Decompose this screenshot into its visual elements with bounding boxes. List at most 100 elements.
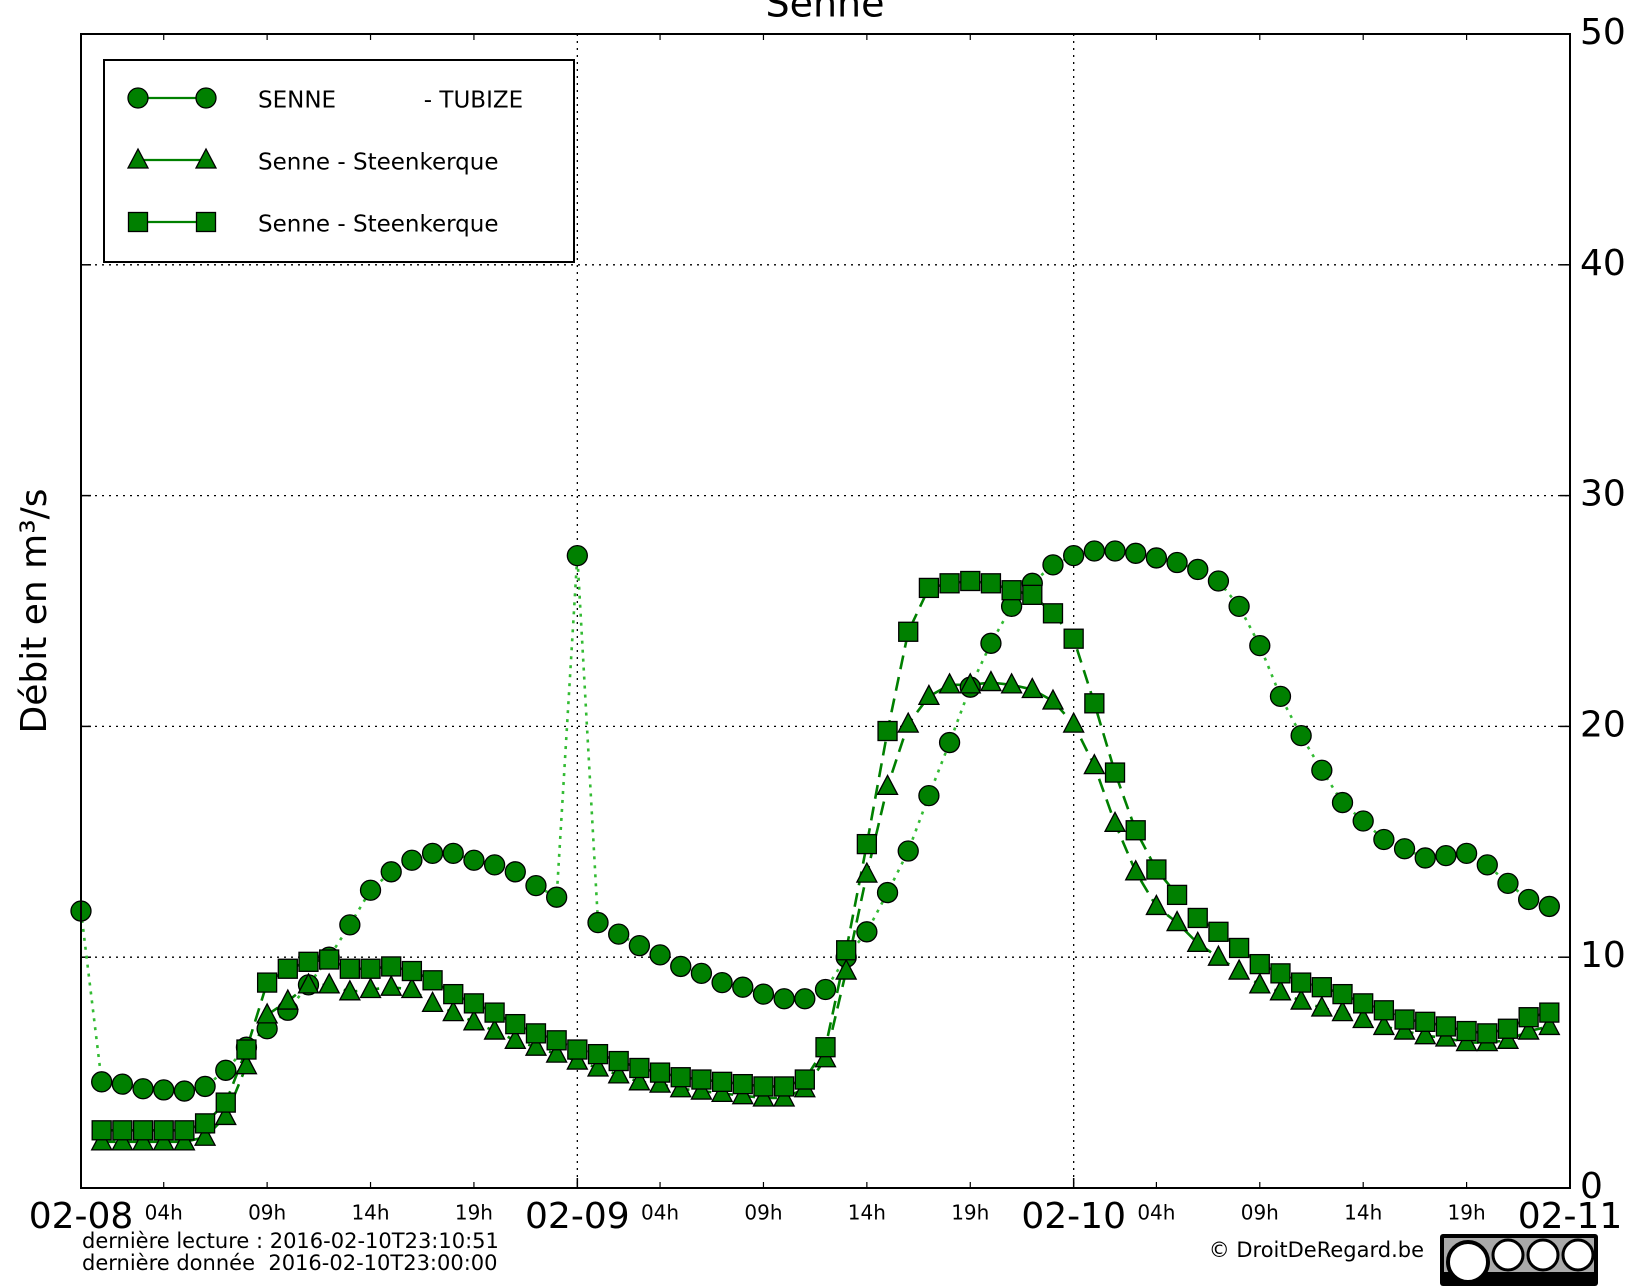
y-tick-label: 10	[1580, 935, 1626, 976]
point	[214, 1104, 237, 1126]
point	[1290, 988, 1313, 1010]
point	[566, 544, 588, 567]
point	[1331, 1000, 1354, 1022]
point	[422, 970, 443, 991]
point	[628, 1069, 651, 1091]
point	[298, 951, 319, 972]
point	[1352, 810, 1374, 832]
point	[359, 879, 382, 901]
point	[1063, 544, 1085, 567]
footer-text: dernière donnée 2016-02-10T23:00:00	[82, 1251, 498, 1275]
point	[1270, 963, 1291, 984]
point	[126, 147, 150, 169]
point	[1539, 1002, 1560, 1023]
point	[587, 911, 609, 934]
y-axis-label: Débit en m³/s	[14, 488, 55, 733]
point	[918, 784, 940, 807]
point	[319, 949, 340, 970]
footer-credit: © DroitDeRegard.be	[1209, 1238, 1424, 1262]
point	[1311, 977, 1332, 998]
point	[359, 977, 382, 999]
point	[173, 1080, 196, 1102]
point	[876, 881, 899, 904]
point	[586, 1055, 610, 1077]
point	[442, 1000, 465, 1022]
point	[236, 1039, 257, 1060]
point	[276, 988, 299, 1010]
point	[855, 861, 878, 883]
legend: SENNE - TUBIZE Senne - Steenkerque Senne -…	[103, 59, 575, 263]
point	[628, 935, 651, 957]
point	[1373, 1000, 1395, 1021]
point	[1104, 540, 1126, 562]
point	[381, 956, 402, 977]
point	[732, 976, 754, 998]
point	[1291, 972, 1312, 993]
point	[608, 923, 630, 945]
point	[318, 972, 341, 994]
point	[670, 955, 692, 978]
point	[1517, 888, 1540, 911]
point	[463, 849, 485, 871]
point	[1331, 791, 1354, 814]
point	[174, 1120, 195, 1141]
point	[256, 972, 278, 993]
point	[1353, 993, 1374, 1014]
point	[462, 1009, 486, 1031]
x-tick-label: 02-11	[1518, 1196, 1623, 1237]
point	[814, 978, 837, 1001]
point	[1166, 884, 1188, 906]
point	[1103, 810, 1127, 832]
point	[567, 1039, 588, 1060]
point	[1146, 859, 1167, 880]
point	[607, 1062, 630, 1084]
point	[401, 960, 423, 982]
point	[773, 988, 795, 1010]
point	[939, 573, 960, 594]
point	[980, 573, 1002, 594]
point	[1062, 711, 1085, 733]
point	[1435, 844, 1457, 867]
point	[711, 1071, 733, 1092]
point	[1125, 542, 1147, 564]
y-tick-label: 50	[1580, 12, 1626, 53]
point	[401, 849, 423, 871]
point	[1186, 930, 1209, 953]
point	[443, 983, 464, 1005]
plot-frame	[80, 33, 1571, 1189]
point	[1125, 820, 1146, 841]
point	[649, 944, 671, 966]
point	[1373, 828, 1395, 851]
point	[1104, 762, 1126, 783]
point	[256, 1002, 279, 1024]
point	[1083, 753, 1106, 775]
point	[898, 621, 919, 642]
point	[1228, 937, 1250, 959]
point	[1311, 759, 1333, 781]
point	[1497, 1018, 1519, 1039]
license-badge	[1440, 1234, 1598, 1286]
point	[1393, 838, 1416, 860]
point	[649, 1062, 671, 1083]
point	[836, 940, 857, 961]
x-tick-label: 14h	[848, 1201, 886, 1225]
point	[794, 988, 816, 1010]
point	[524, 1034, 548, 1056]
point	[277, 958, 298, 979]
point	[339, 914, 361, 936]
point	[484, 1002, 505, 1023]
point	[1207, 570, 1230, 592]
y-tick-label: 0	[1580, 1166, 1603, 1207]
point	[752, 983, 775, 1005]
footer-text: dernière lecture : 2016-02-10T23:10:51	[82, 1229, 499, 1253]
point	[525, 1023, 547, 1044]
x-tick-label: 09h	[744, 1201, 782, 1225]
point	[360, 958, 381, 979]
point	[917, 684, 940, 706]
point	[215, 1059, 237, 1081]
point	[421, 842, 444, 864]
legend-label: Senne - Steenkerque	[258, 150, 499, 176]
point	[856, 833, 878, 855]
legend-label: SENNE - TUBIZE	[258, 88, 523, 114]
